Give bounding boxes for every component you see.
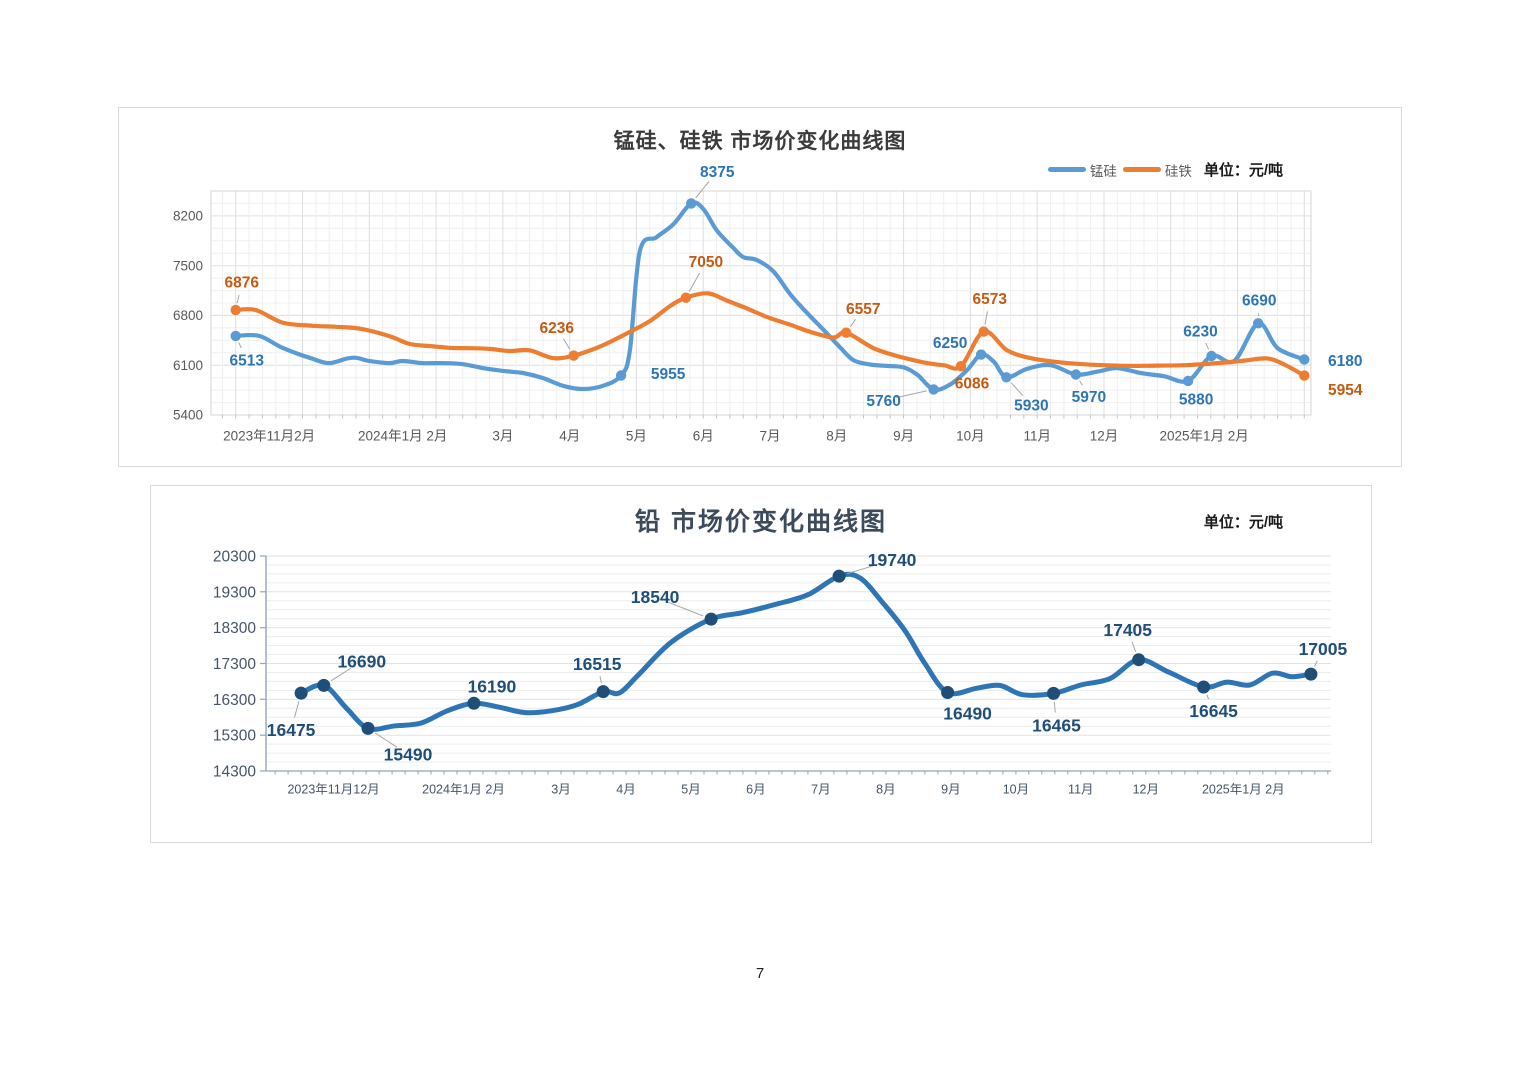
- svg-text:8200: 8200: [173, 209, 203, 224]
- svg-text:6513: 6513: [229, 352, 264, 369]
- svg-text:6876: 6876: [224, 275, 259, 292]
- legend-item-fesi: 硅铁: [1122, 160, 1192, 180]
- svg-text:8月: 8月: [876, 782, 895, 796]
- svg-text:5880: 5880: [1179, 391, 1213, 408]
- svg-text:14300: 14300: [213, 763, 256, 780]
- svg-text:5930: 5930: [1014, 398, 1048, 415]
- legend-item-mnsi: 锰硅: [1047, 160, 1117, 180]
- unit-label-bottom: 单位：元/吨: [1203, 514, 1283, 531]
- svg-text:20300: 20300: [213, 548, 256, 565]
- svg-text:8375: 8375: [700, 164, 735, 181]
- svg-text:5月: 5月: [626, 429, 647, 444]
- svg-text:7050: 7050: [689, 254, 723, 271]
- svg-text:15300: 15300: [213, 728, 256, 745]
- svg-text:6100: 6100: [173, 358, 203, 373]
- lead-chart-title: 铅 市场价变化曲线图: [635, 508, 887, 536]
- svg-text:16475: 16475: [267, 720, 316, 740]
- svg-text:5月: 5月: [681, 782, 700, 796]
- svg-text:2025年1月 2月: 2025年1月 2月: [1202, 782, 1285, 796]
- svg-text:11月: 11月: [1023, 429, 1051, 444]
- svg-text:16515: 16515: [573, 654, 622, 674]
- legend: 锰硅 硅铁 单位：元/吨: [1042, 159, 1283, 180]
- lead-chart-card: 铅 市场价变化曲线图 单位：元/吨 14300 15300 16300 17300 18…: [150, 485, 1372, 843]
- svg-text:2025年1月 2月: 2025年1月 2月: [1159, 429, 1248, 444]
- mnsi-line-swatch: [1047, 167, 1086, 172]
- unit-label-top: 单位：元/吨: [1203, 162, 1283, 179]
- svg-text:6557: 6557: [846, 301, 880, 318]
- svg-text:17300: 17300: [213, 656, 256, 673]
- svg-text:6250: 6250: [933, 335, 967, 352]
- svg-text:10月: 10月: [956, 429, 985, 444]
- svg-text:16190: 16190: [468, 676, 517, 696]
- lead-line-chart: 14300 15300 16300 17300 18300 19300 20300 2023年…: [213, 548, 1348, 796]
- svg-text:19300: 19300: [213, 584, 256, 601]
- svg-text:4月: 4月: [616, 782, 635, 796]
- svg-text:6236: 6236: [539, 320, 574, 337]
- svg-text:3月: 3月: [492, 429, 513, 444]
- svg-text:6月: 6月: [746, 782, 765, 796]
- page-number: 7: [755, 965, 765, 982]
- svg-text:18540: 18540: [631, 587, 680, 607]
- fesi-line-swatch: [1122, 167, 1161, 172]
- svg-text:16490: 16490: [943, 704, 992, 724]
- legend-label-fesi: 硅铁: [1164, 163, 1192, 179]
- svg-text:10月: 10月: [1003, 782, 1029, 796]
- svg-text:11月: 11月: [1068, 782, 1093, 796]
- svg-text:9月: 9月: [941, 782, 960, 796]
- mnsi-fesi-line-chart: 5400 6100 6800 7500 8200 2023年11月2月 2024年1月 2月…: [173, 164, 1363, 444]
- svg-text:7月: 7月: [759, 429, 780, 444]
- svg-text:17405: 17405: [1103, 620, 1152, 640]
- svg-text:5760: 5760: [866, 393, 900, 410]
- svg-text:6230: 6230: [1183, 323, 1217, 340]
- svg-text:6086: 6086: [955, 376, 990, 393]
- svg-text:15490: 15490: [384, 745, 433, 765]
- svg-text:12月: 12月: [1090, 429, 1119, 444]
- svg-text:7月: 7月: [811, 782, 830, 796]
- svg-text:3月: 3月: [551, 782, 570, 796]
- svg-text:18300: 18300: [213, 620, 256, 637]
- svg-text:5400: 5400: [173, 408, 203, 423]
- legend-label-mnsi: 锰硅: [1089, 163, 1117, 179]
- svg-text:8月: 8月: [826, 429, 847, 444]
- svg-text:6月: 6月: [693, 429, 714, 444]
- svg-text:16300: 16300: [213, 692, 256, 709]
- svg-text:5955: 5955: [651, 366, 686, 383]
- svg-text:2024年1月 2月: 2024年1月 2月: [422, 782, 505, 796]
- svg-text:2023年11月12月: 2023年11月12月: [287, 782, 379, 796]
- svg-text:6690: 6690: [1242, 293, 1276, 310]
- svg-text:2023年11月2月: 2023年11月2月: [223, 429, 315, 444]
- svg-text:16690: 16690: [337, 652, 386, 672]
- svg-text:6180: 6180: [1328, 353, 1362, 370]
- svg-text:6800: 6800: [173, 308, 203, 323]
- svg-text:2024年1月 2月: 2024年1月 2月: [358, 429, 447, 444]
- svg-text:4月: 4月: [559, 429, 580, 444]
- svg-text:7500: 7500: [173, 258, 203, 273]
- svg-text:5954: 5954: [1328, 382, 1363, 399]
- svg-text:12月: 12月: [1133, 782, 1159, 796]
- svg-text:17005: 17005: [1299, 639, 1348, 659]
- svg-text:19740: 19740: [868, 550, 917, 570]
- svg-text:9月: 9月: [893, 429, 914, 444]
- mnsi-fesi-chart-card: 锰硅、硅铁 市场价变化曲线图 锰硅 硅铁 单位：元/吨 5400 6100 6800…: [118, 107, 1402, 467]
- svg-text:16465: 16465: [1032, 716, 1081, 736]
- svg-text:16645: 16645: [1189, 701, 1238, 721]
- mnsi-fesi-chart-title: 锰硅、硅铁 市场价变化曲线图: [613, 130, 907, 153]
- svg-text:6573: 6573: [972, 291, 1007, 308]
- svg-text:5970: 5970: [1072, 389, 1106, 406]
